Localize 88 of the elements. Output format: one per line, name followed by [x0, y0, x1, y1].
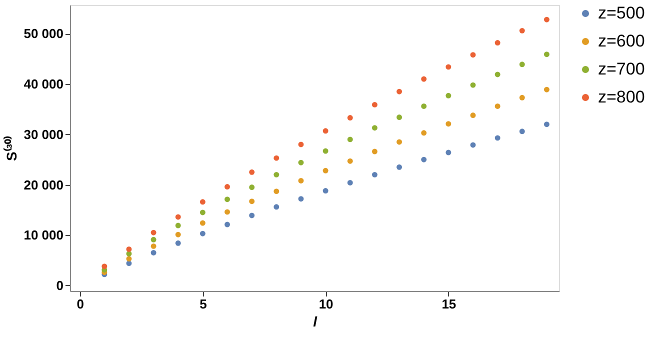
point	[224, 222, 230, 228]
point	[347, 180, 353, 186]
y-tick-label: 0	[56, 278, 64, 293]
point	[274, 204, 280, 210]
point	[298, 196, 304, 202]
point	[102, 264, 108, 270]
point	[274, 172, 280, 178]
point	[347, 158, 353, 164]
point	[224, 184, 230, 190]
point	[249, 184, 255, 190]
point	[298, 160, 304, 166]
point	[322, 148, 328, 154]
point	[544, 86, 550, 92]
point	[519, 28, 525, 34]
point	[494, 72, 500, 78]
y-axis-title: S⁽³⁰⁾	[4, 136, 20, 161]
point	[494, 103, 500, 109]
y-tick-label: 20 000	[24, 177, 64, 192]
point	[421, 156, 427, 162]
point	[470, 142, 476, 148]
legend-label: z=600	[598, 32, 645, 50]
x-tick-label: 15	[442, 296, 456, 312]
point	[150, 236, 156, 242]
point	[150, 243, 156, 249]
point	[396, 88, 402, 94]
point	[249, 212, 255, 218]
point	[446, 150, 452, 156]
legend-label: z=800	[598, 88, 645, 106]
point	[298, 142, 304, 148]
point	[298, 178, 304, 184]
point	[446, 121, 452, 127]
point	[446, 92, 452, 98]
point	[470, 52, 476, 58]
point	[150, 230, 156, 236]
y-tick-label: 40 000	[24, 76, 64, 92]
point	[274, 155, 280, 161]
point	[175, 232, 181, 238]
y-tick-label: 30 000	[24, 126, 64, 142]
point	[372, 125, 378, 131]
point	[200, 210, 206, 216]
y-tick-label: 10 000	[24, 228, 64, 243]
point	[126, 256, 132, 262]
point	[322, 128, 328, 134]
point	[126, 246, 132, 252]
point	[421, 103, 427, 109]
legend-label: z=500	[598, 4, 645, 22]
point	[519, 128, 525, 134]
point	[544, 52, 550, 58]
point	[175, 222, 181, 228]
legend-label: z=700	[598, 60, 645, 78]
point	[322, 188, 328, 194]
point	[347, 136, 353, 142]
point	[470, 82, 476, 88]
point	[396, 164, 402, 170]
point	[200, 230, 206, 236]
x-tick-label: 10	[318, 296, 334, 312]
point	[470, 112, 476, 118]
point	[396, 139, 402, 145]
y-tick-label: 50 000	[24, 26, 64, 42]
point	[224, 196, 230, 202]
point	[372, 102, 378, 108]
point	[175, 240, 181, 246]
x-tick-label: 0	[76, 296, 84, 312]
point	[494, 40, 500, 46]
x-tick-label: 5	[200, 296, 207, 312]
point	[274, 188, 280, 194]
point	[519, 94, 525, 100]
point	[200, 220, 206, 226]
point	[446, 64, 452, 70]
point	[150, 250, 156, 256]
point	[519, 62, 525, 68]
point	[126, 251, 132, 256]
point	[200, 199, 206, 205]
point	[249, 198, 255, 204]
point	[249, 169, 255, 175]
point	[347, 115, 353, 121]
point	[224, 209, 230, 215]
point	[421, 76, 427, 82]
point	[175, 214, 181, 220]
point	[372, 172, 378, 178]
point	[494, 135, 500, 141]
point	[544, 122, 550, 128]
point	[544, 16, 550, 22]
point	[322, 168, 328, 174]
point	[396, 114, 402, 120]
point	[372, 148, 378, 154]
point	[421, 130, 427, 136]
x-axis-title: l	[313, 314, 318, 330]
